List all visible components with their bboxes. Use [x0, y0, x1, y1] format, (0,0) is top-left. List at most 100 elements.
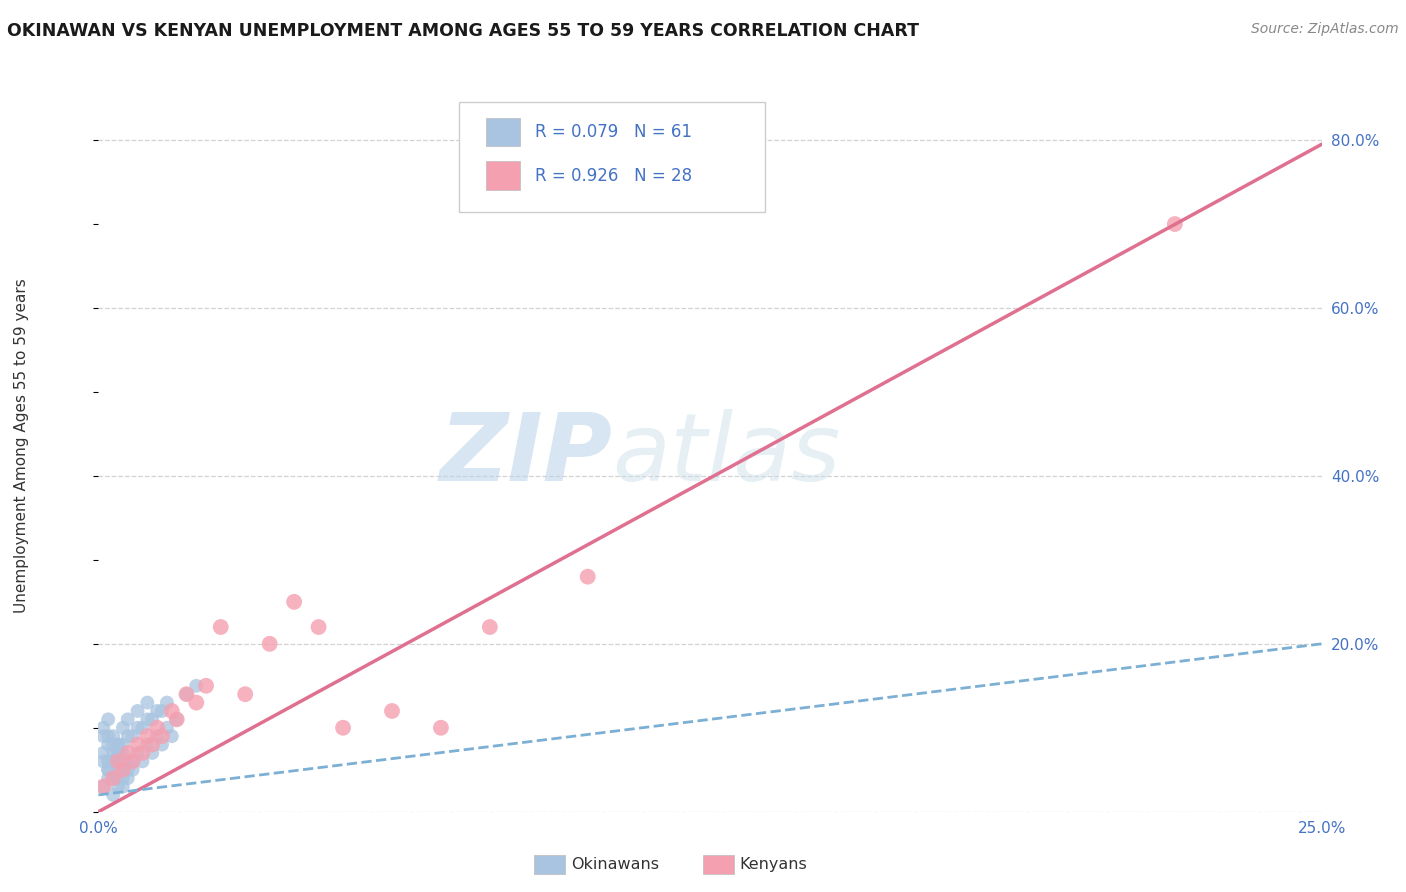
Point: [131, 755, 153, 769]
Point: [121, 763, 143, 777]
Point: [97, 755, 120, 769]
Point: [97, 729, 120, 743]
Text: Okinawans: Okinawans: [571, 857, 659, 871]
Point: [176, 687, 198, 701]
Point: [111, 738, 134, 752]
Point: [101, 738, 124, 752]
Point: [283, 595, 305, 609]
Point: [150, 704, 173, 718]
Text: atlas: atlas: [612, 409, 841, 500]
Point: [141, 738, 163, 752]
Point: [332, 721, 354, 735]
Point: [97, 712, 120, 726]
Point: [107, 738, 129, 752]
Point: [101, 755, 124, 769]
Point: [166, 712, 188, 726]
Point: [107, 755, 129, 769]
Point: [101, 746, 124, 760]
Point: [156, 696, 179, 710]
Point: [97, 763, 120, 777]
Point: [136, 729, 159, 743]
Point: [97, 763, 120, 777]
Point: [160, 729, 183, 743]
Point: [101, 771, 124, 785]
Point: [160, 704, 183, 718]
Point: [576, 569, 599, 583]
Point: [107, 738, 129, 752]
Point: [107, 771, 129, 785]
Point: [308, 620, 330, 634]
Point: [121, 755, 143, 769]
Point: [146, 721, 169, 735]
Point: [101, 755, 124, 769]
FancyBboxPatch shape: [486, 118, 520, 146]
Point: [1164, 217, 1187, 231]
Point: [111, 763, 134, 777]
Point: [101, 788, 124, 802]
Point: [233, 687, 256, 701]
Point: [111, 746, 134, 760]
Point: [107, 746, 129, 760]
Point: [121, 729, 143, 743]
Point: [111, 721, 134, 735]
Point: [150, 738, 173, 752]
Point: [117, 763, 139, 777]
Point: [146, 704, 169, 718]
Point: [91, 780, 114, 794]
Point: [91, 746, 114, 760]
Point: [381, 704, 404, 718]
Text: Kenyans: Kenyans: [740, 857, 807, 871]
Point: [107, 755, 129, 769]
Point: [117, 746, 139, 760]
Point: [91, 755, 114, 769]
Point: [101, 729, 124, 743]
Point: [186, 679, 208, 693]
Text: Unemployment Among Ages 55 to 59 years: Unemployment Among Ages 55 to 59 years: [14, 278, 28, 614]
Point: [156, 721, 179, 735]
Text: R = 0.079   N = 61: R = 0.079 N = 61: [536, 123, 692, 141]
Point: [127, 746, 149, 760]
Point: [478, 620, 501, 634]
Point: [107, 746, 129, 760]
Point: [117, 755, 139, 769]
Point: [127, 721, 149, 735]
Point: [111, 763, 134, 777]
Point: [127, 704, 149, 718]
FancyBboxPatch shape: [460, 102, 765, 212]
Text: OKINAWAN VS KENYAN UNEMPLOYMENT AMONG AGES 55 TO 59 YEARS CORRELATION CHART: OKINAWAN VS KENYAN UNEMPLOYMENT AMONG AG…: [7, 22, 920, 40]
Point: [107, 780, 129, 794]
Point: [136, 696, 159, 710]
Point: [97, 738, 120, 752]
Point: [131, 721, 153, 735]
Point: [141, 712, 163, 726]
Point: [117, 729, 139, 743]
Point: [117, 771, 139, 785]
Text: R = 0.926   N = 28: R = 0.926 N = 28: [536, 167, 692, 185]
Point: [195, 679, 218, 693]
Point: [121, 755, 143, 769]
Point: [430, 721, 453, 735]
Point: [111, 780, 134, 794]
Point: [117, 712, 139, 726]
Point: [209, 620, 232, 634]
Point: [141, 746, 163, 760]
Point: [176, 687, 198, 701]
Text: ZIP: ZIP: [439, 409, 612, 501]
Point: [146, 729, 169, 743]
Point: [101, 771, 124, 785]
Point: [259, 637, 281, 651]
Point: [91, 729, 114, 743]
Point: [97, 771, 120, 785]
Point: [150, 729, 173, 743]
Point: [136, 738, 159, 752]
Point: [127, 738, 149, 752]
Text: Source: ZipAtlas.com: Source: ZipAtlas.com: [1251, 22, 1399, 37]
Point: [107, 763, 129, 777]
Point: [186, 696, 208, 710]
Point: [136, 712, 159, 726]
Point: [91, 721, 114, 735]
FancyBboxPatch shape: [486, 161, 520, 190]
Point: [111, 771, 134, 785]
Point: [91, 780, 114, 794]
Point: [166, 712, 188, 726]
